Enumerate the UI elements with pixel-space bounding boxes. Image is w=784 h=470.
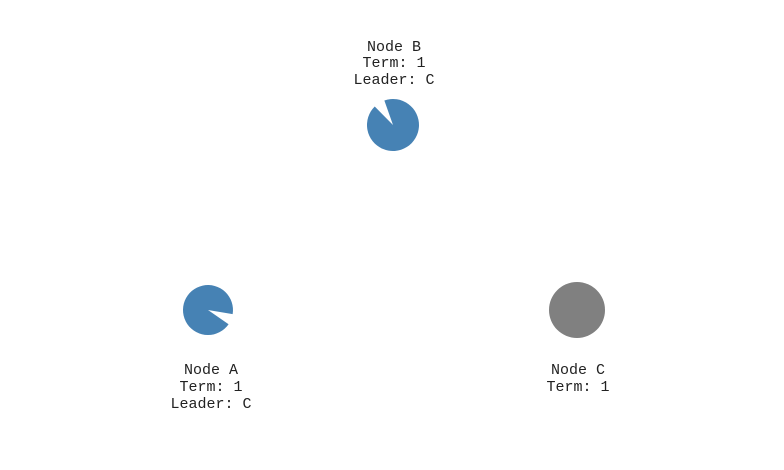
node-b-leader-label: Leader: C [353, 72, 434, 89]
node-a-term-label: Term: 1 [179, 379, 242, 396]
node-b-name-label: Node B [367, 39, 421, 56]
node-c[interactable]: Node C Term: 1 [546, 282, 610, 396]
node-c-term-label: Term: 1 [546, 379, 609, 396]
node-a-leader-label: Leader: C [170, 396, 251, 413]
node-b-circle[interactable] [366, 99, 419, 152]
node-a-circle[interactable] [182, 285, 233, 336]
node-b-term-label: Term: 1 [362, 55, 425, 72]
node-a-name-label: Node A [184, 362, 238, 379]
node-c-circle[interactable] [549, 282, 605, 338]
node-a[interactable]: Node A Term: 1 Leader: C [170, 285, 252, 413]
node-c-name-label: Node C [551, 362, 605, 379]
node-b[interactable]: Node B Term: 1 Leader: C [353, 39, 435, 152]
